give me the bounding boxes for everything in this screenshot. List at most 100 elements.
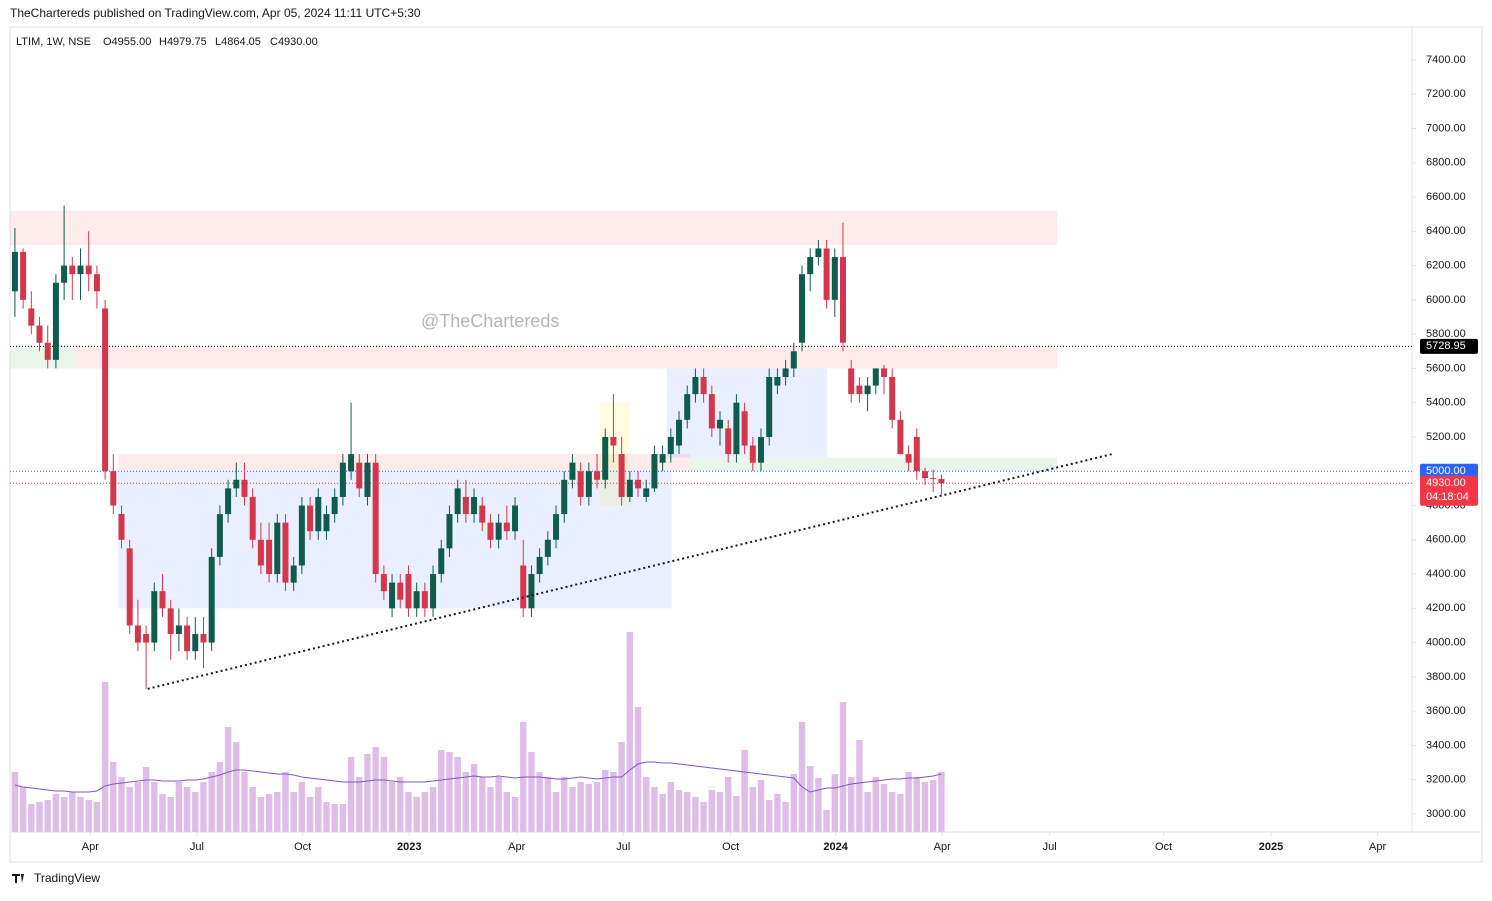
x-tick-label: Oct (294, 841, 311, 853)
volume-bar (929, 780, 937, 832)
x-tick-label: Jul (616, 841, 630, 853)
candle-body (487, 522, 494, 540)
volume-bar (388, 782, 396, 832)
y-tick-label: 7400.00 (1426, 54, 1466, 66)
candle-body (298, 505, 305, 566)
volume-bar (200, 782, 207, 832)
y-tick-label: 3000.00 (1426, 808, 1466, 820)
candle-body (831, 257, 838, 300)
volume-bar (372, 747, 379, 832)
volume-bar (356, 777, 363, 832)
volume-bar (405, 792, 412, 832)
candle-body (520, 565, 527, 609)
y-tick-label: 5800.00 (1426, 328, 1466, 340)
y-tick-label: 4000.00 (1426, 637, 1466, 649)
price-label: 4930.00 (1426, 477, 1466, 489)
candle-body (643, 488, 650, 497)
volume-bar (675, 790, 683, 832)
candle-body (602, 436, 609, 480)
price-label-box (1420, 475, 1478, 506)
legend-low: L4864.05 (215, 36, 261, 48)
volume-bar (872, 777, 879, 832)
x-tick-label: Oct (722, 841, 739, 853)
candle-body (700, 376, 707, 395)
y-tick-label: 7200.00 (1426, 88, 1466, 100)
volume-bar (192, 792, 199, 832)
candle-body (315, 496, 322, 532)
candle-body (594, 471, 601, 480)
volume-bar (224, 727, 232, 832)
y-tick-label: 4600.00 (1426, 534, 1466, 546)
volume-bar (667, 782, 675, 832)
candle-body (216, 514, 223, 557)
volume-bar (495, 777, 502, 832)
volume-bar (733, 796, 740, 832)
candle-body (733, 402, 740, 455)
candle-body (889, 376, 896, 420)
candle-body (233, 479, 240, 489)
volume-bar (429, 787, 437, 832)
volume-bar (134, 782, 142, 832)
candle-body (626, 479, 633, 497)
volume-bar (634, 707, 642, 832)
volume-bar (741, 750, 748, 832)
volume-bar (757, 780, 765, 832)
y-tick-label: 6800.00 (1426, 157, 1466, 169)
volume-bar (487, 787, 494, 832)
candle-body (225, 488, 232, 515)
candle-body (815, 248, 822, 258)
x-tick-label: Apr (1369, 841, 1386, 853)
zone (118, 454, 690, 472)
candle-body (134, 625, 141, 643)
candle-body (151, 591, 158, 643)
candle-body (856, 385, 863, 395)
volume-bar (257, 797, 265, 832)
volume-bar (85, 800, 92, 832)
y-tick-label: 6600.00 (1426, 191, 1466, 203)
volume-bar (19, 787, 27, 832)
x-tick-label: Oct (1155, 841, 1172, 853)
candle-body (118, 514, 125, 540)
volume-ma-line (14, 761, 942, 793)
volume-bar (749, 787, 757, 832)
legend-open: O4955.00 (103, 36, 151, 48)
zone (74, 346, 1057, 369)
candle-body (938, 478, 945, 484)
volume-bar (552, 792, 560, 832)
volume-bar (798, 722, 806, 832)
candle-body (356, 462, 363, 489)
volume-bar (692, 797, 699, 832)
volume-bar (544, 777, 552, 832)
countdown-label: 04:18:04 (1426, 491, 1469, 503)
candle-body (676, 419, 683, 446)
volume-bar (159, 794, 166, 832)
volume-bar (774, 794, 781, 832)
candle-body (569, 462, 576, 480)
volume-bar (126, 787, 133, 832)
candle-body (635, 479, 642, 489)
volume-bar (339, 804, 347, 832)
candle-body (872, 368, 879, 386)
zone (10, 346, 75, 369)
candle-body (69, 265, 76, 275)
candle-body (331, 496, 338, 515)
volume-bar (766, 800, 773, 832)
y-tick-label: 3600.00 (1426, 705, 1466, 717)
candle-body (405, 574, 412, 609)
candle-body (561, 479, 568, 515)
volume-bar (602, 770, 609, 832)
volume-bar (347, 757, 355, 832)
x-tick-label: Apr (508, 841, 525, 853)
candle-body (249, 496, 256, 540)
volume-bar (364, 754, 371, 832)
candle-body (77, 265, 84, 275)
volume-bar (897, 794, 904, 832)
candle-body (766, 376, 773, 437)
volume-bar (28, 804, 35, 832)
volume-bar (315, 787, 322, 832)
y-tick-label: 4400.00 (1426, 568, 1466, 580)
candle-body (413, 591, 420, 609)
volume-bar (151, 782, 158, 832)
candle-body (175, 625, 182, 635)
